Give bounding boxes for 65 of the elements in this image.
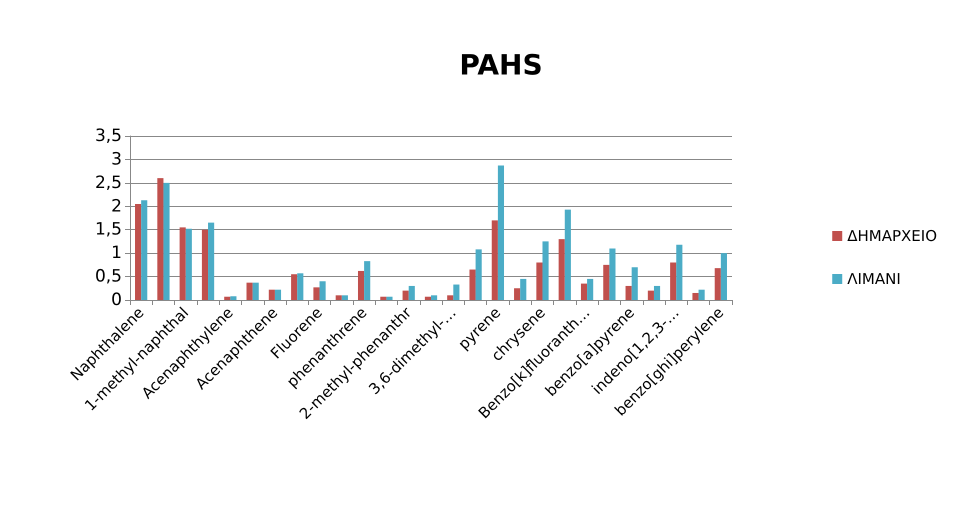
bar [291, 274, 298, 300]
bar [402, 290, 409, 300]
bar [320, 281, 326, 300]
y-tick-label: 0,5 [94, 266, 122, 287]
bar [632, 267, 638, 300]
bar [135, 204, 142, 300]
legend-label: ΛΙΜΑΝΙ [847, 270, 901, 288]
bar [492, 220, 498, 300]
bar [626, 286, 632, 300]
y-tick-label: 2 [111, 196, 122, 216]
bar [141, 200, 148, 300]
bar [453, 284, 460, 300]
bar [447, 295, 454, 300]
bar [514, 288, 520, 300]
bar [536, 262, 542, 300]
chart-title: PAHS [459, 48, 543, 82]
bar [364, 261, 370, 300]
bar [380, 296, 386, 300]
bar [603, 264, 610, 300]
bar [157, 178, 164, 300]
bar [268, 290, 275, 300]
bar [580, 284, 588, 300]
bar [469, 270, 476, 300]
bar [720, 253, 727, 300]
bar [274, 290, 282, 300]
bar [676, 244, 682, 300]
bar [520, 278, 526, 300]
bar [714, 268, 721, 300]
bar [386, 296, 393, 300]
legend-label: ΔΗΜΑΡΧΕΙΟ [847, 227, 938, 245]
bar [498, 166, 504, 300]
bar [558, 239, 565, 300]
y-tick-label: 0 [111, 290, 122, 310]
y-tick-label: 3 [111, 149, 122, 170]
bar [564, 210, 571, 300]
bar [648, 290, 654, 300]
bar [358, 270, 364, 300]
y-tick-label: 2,5 [94, 172, 122, 193]
bar [587, 278, 594, 300]
bar [186, 228, 192, 300]
bar [654, 286, 660, 300]
bar [342, 295, 348, 300]
bar [297, 273, 304, 300]
bar [180, 227, 186, 300]
bar [609, 248, 616, 300]
bar [252, 282, 259, 300]
bar [163, 182, 170, 300]
bar [246, 282, 253, 300]
bar [336, 295, 342, 300]
bar [698, 290, 705, 300]
bar [424, 296, 431, 300]
bar [313, 287, 320, 300]
bar [224, 296, 230, 300]
bar [542, 241, 549, 300]
y-tick-label: 1,5 [94, 220, 122, 240]
bar [692, 292, 699, 300]
bar [670, 262, 676, 300]
bar [476, 249, 482, 300]
bar [431, 295, 438, 300]
bar [202, 230, 208, 300]
bar [208, 222, 214, 300]
bar [408, 286, 415, 300]
y-tick-label: 3,5 [94, 126, 122, 146]
bar [230, 296, 236, 300]
y-tick-label: 1 [111, 243, 122, 264]
